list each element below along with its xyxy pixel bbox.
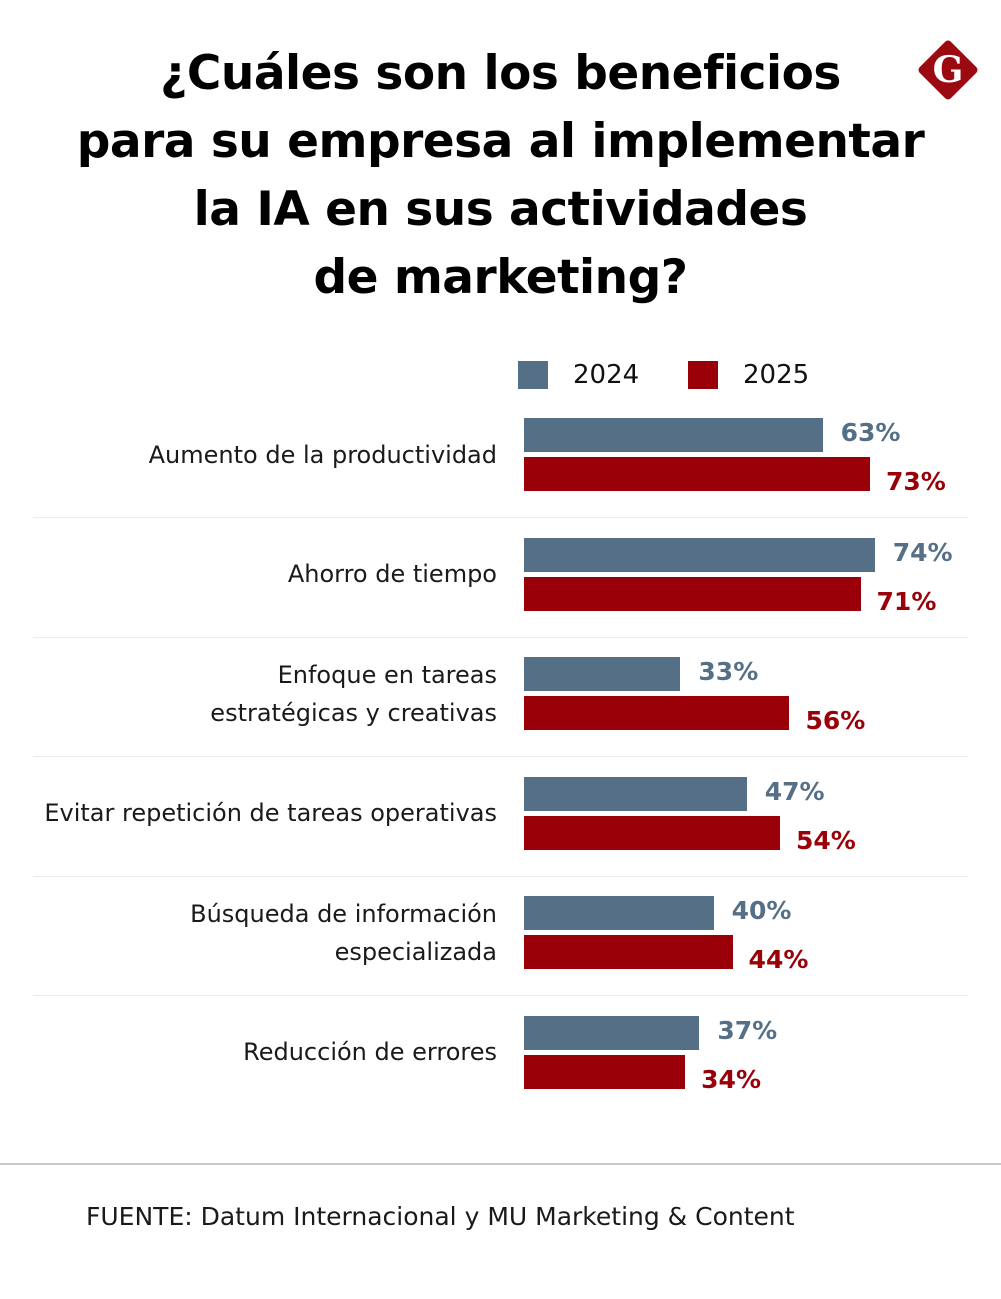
category-label: Ahorro de tiempo: [288, 555, 497, 593]
data-label-2024: 74%: [892, 537, 953, 567]
legend-item-2024: 2024: [518, 360, 639, 390]
bar-2025: [524, 576, 861, 611]
category-label: Búsqueda de información especializada: [190, 895, 497, 971]
category-label-line: Ahorro de tiempo: [287, 560, 497, 588]
bar-2024: [524, 657, 681, 691]
category-label-line: estratégicas y creativas: [210, 698, 497, 727]
title-line: ¿Cuáles son los beneficios: [160, 46, 841, 101]
category-label-line: Búsqueda de información: [190, 899, 497, 928]
legend-swatch-2024: [518, 361, 548, 389]
bar-2024: [524, 896, 714, 930]
category-label-line: Aumento de la productividad: [148, 440, 497, 469]
data-label-2024: 47%: [764, 776, 825, 806]
category-label: Aumento de la productividad: [149, 436, 497, 474]
title-line: de marketing?: [313, 250, 688, 305]
source-note: FUENTE: Datum Internacional y MU Marketi…: [86, 1202, 795, 1231]
category-label-line: Evitar repetición de tareas operativas: [44, 799, 497, 827]
data-label-2024: 63%: [840, 418, 901, 447]
bar-2024: [524, 776, 747, 811]
data-label-2025: 56%: [805, 706, 866, 735]
legend-swatch-2025: [688, 361, 718, 389]
data-label-2025: 73%: [886, 467, 946, 496]
row-separator: [33, 636, 968, 638]
data-label-2024: 40%: [731, 896, 792, 925]
bar-2024: [524, 1015, 700, 1050]
category-label: Evitar repetición de tareas operativas: [44, 794, 497, 832]
row-separator: [33, 995, 968, 996]
title-line: la IA en sus actividades: [193, 182, 808, 237]
bar-2025: [524, 1054, 686, 1089]
row-separator: [33, 756, 968, 757]
data-label-2024: 33%: [698, 657, 759, 686]
bar-2024: [524, 418, 823, 452]
row-separator: [33, 517, 968, 518]
bar-2025: [524, 457, 871, 491]
data-label-2024: 37%: [717, 1015, 778, 1045]
chart-title: ¿Cuáles son los beneficios para su empre…: [0, 40, 1001, 312]
category-label: Reducción de errores: [243, 1033, 497, 1071]
category-label-line: especializada: [334, 937, 497, 966]
legend-item-2025: 2025: [688, 360, 809, 390]
data-label-2025: 34%: [701, 1064, 761, 1094]
bar-2025: [524, 696, 790, 730]
footer-divider: [0, 1163, 1001, 1165]
data-label-2025: 71%: [876, 586, 937, 616]
legend-label-2024: 2024: [573, 360, 640, 390]
publisher-logo-icon: G: [918, 40, 978, 100]
data-label-2025: 54%: [795, 825, 856, 855]
title-line: para su empresa al implementar: [76, 114, 925, 169]
category-label-line: Enfoque en tareas: [277, 660, 497, 689]
row-separator: [33, 875, 968, 877]
category-label: Enfoque en tareas estratégicas y creativa…: [210, 656, 497, 732]
data-label-2025: 44%: [748, 945, 809, 974]
legend-label-2025: 2025: [743, 360, 810, 390]
bar-2024: [524, 537, 875, 572]
bar-2025: [524, 935, 733, 969]
category-label-line: Reducción de errores: [243, 1038, 497, 1066]
bar-2025: [524, 815, 780, 850]
logo-letter: G: [933, 49, 964, 91]
